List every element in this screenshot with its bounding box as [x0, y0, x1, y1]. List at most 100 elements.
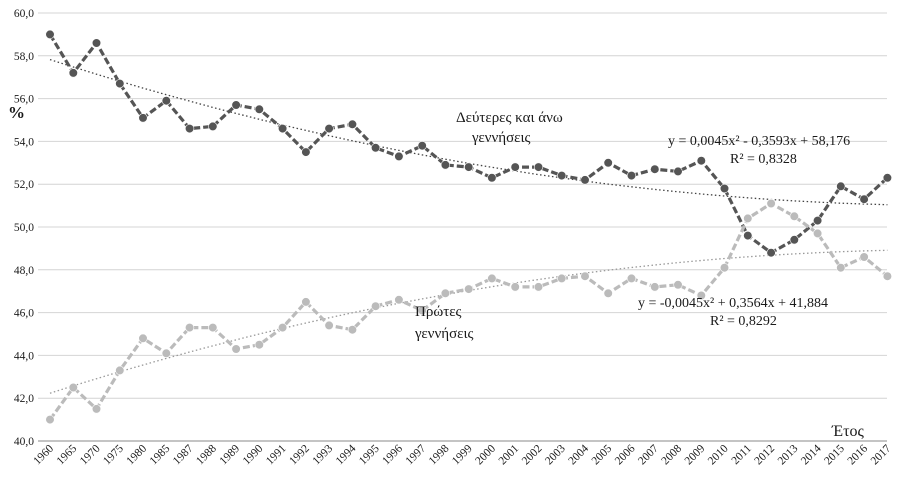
data-point-first-births	[254, 340, 264, 350]
x-tick-label: 2013	[776, 442, 801, 467]
data-point-second-births	[91, 38, 102, 48]
x-tick-label: 2007	[636, 442, 661, 467]
x-tick-label: 2012	[752, 442, 777, 467]
data-point-first-births	[533, 282, 544, 292]
data-point-first-births	[882, 271, 893, 281]
data-point-first-births	[859, 252, 869, 262]
data-point-second-births	[487, 173, 497, 183]
data-point-second-births	[882, 173, 893, 183]
data-point-first-births	[464, 284, 474, 294]
data-point-first-births	[324, 320, 334, 331]
data-point-second-births	[394, 151, 404, 161]
data-point-second-births	[254, 104, 264, 114]
y-tick-label: 52,0	[14, 179, 34, 191]
data-point-second-births	[766, 248, 776, 258]
data-point-second-births	[719, 183, 730, 194]
y-tick-label: 44,0	[14, 350, 34, 362]
data-point-first-births	[440, 288, 451, 298]
data-point-first-births	[91, 404, 102, 414]
data-point-first-births	[138, 333, 148, 343]
x-tick-label: 1997	[404, 442, 429, 467]
x-tick-label: 1987	[171, 442, 196, 467]
data-point-second-births	[278, 124, 288, 134]
x-tick-label: 2001	[497, 442, 522, 467]
x-tick-label: 1988	[194, 442, 219, 467]
data-point-second-births	[696, 156, 706, 166]
x-tick-label: 2016	[845, 442, 870, 467]
x-tick-label: 2011	[729, 442, 754, 467]
x-tick-label: 1990	[241, 442, 266, 467]
data-point-first-births	[278, 323, 288, 333]
data-point-first-births	[766, 198, 776, 209]
data-point-first-births	[626, 273, 637, 284]
annotation-second-births-line2: γεννήσεις	[471, 130, 531, 146]
data-point-second-births	[557, 171, 567, 181]
x-tick-label: 2000	[473, 442, 498, 467]
data-point-first-births	[743, 213, 753, 223]
data-point-first-births	[45, 415, 55, 425]
x-tick-label: 1970	[78, 442, 103, 467]
data-point-first-births	[301, 297, 311, 307]
data-point-second-births	[417, 141, 427, 151]
data-point-second-births	[440, 160, 451, 170]
data-point-second-births	[68, 68, 78, 78]
x-tick-label: 1995	[357, 442, 382, 467]
x-tick-label: 1996	[380, 442, 405, 467]
data-point-first-births	[719, 263, 730, 273]
x-tick-label: 2004	[566, 442, 591, 467]
series-line-first-births	[48, 201, 889, 421]
x-tick-label: 1965	[55, 442, 80, 467]
data-point-second-births	[859, 194, 869, 204]
y-tick-label: 46,0	[14, 308, 34, 320]
data-point-second-births	[347, 119, 358, 129]
x-tick-label: 1985	[148, 442, 173, 467]
x-tick-label: 1999	[450, 442, 475, 467]
data-point-second-births	[161, 96, 171, 106]
data-point-second-births	[510, 162, 520, 172]
data-point-first-births	[347, 325, 358, 335]
y-axis-ticks: 40,0 42,0 44,0 46,0 48,0 50,0 52,0 54,0 56,0 58,0…	[14, 8, 34, 448]
data-point-first-births	[789, 211, 799, 221]
trendline-second-births	[49, 58, 888, 206]
x-tick-label: 1960	[31, 442, 56, 467]
annotation-second-births-line1: Δεύτερες και άνω	[456, 110, 563, 126]
data-point-first-births	[557, 273, 567, 284]
data-point-second-births	[603, 158, 613, 168]
x-tick-label: 1991	[264, 442, 289, 467]
data-point-first-births	[417, 305, 427, 316]
data-point-second-births	[231, 100, 241, 110]
data-point-second-births	[626, 171, 637, 181]
trend-r2-second: R² = 0,8328	[730, 152, 797, 167]
y-tick-label: 48,0	[14, 265, 34, 277]
x-tick-label: 2002	[520, 442, 545, 467]
data-point-second-births	[812, 216, 823, 226]
data-point-first-births	[185, 323, 195, 333]
data-point-second-births	[45, 29, 55, 40]
y-tick-label: 56,0	[14, 94, 34, 106]
y-tick-label: 58,0	[14, 51, 34, 63]
data-point-first-births	[673, 280, 683, 290]
data-point-second-births	[115, 78, 125, 89]
data-point-first-births	[115, 365, 125, 376]
data-point-second-births	[138, 113, 148, 123]
y-tick-label: 40,0	[14, 436, 34, 448]
data-point-first-births	[812, 228, 823, 238]
x-tick-label: 2005	[590, 442, 615, 467]
data-point-second-births	[836, 181, 846, 191]
data-point-second-births	[464, 162, 474, 172]
y-tick-label: 42,0	[14, 393, 34, 405]
data-point-second-births	[650, 164, 660, 174]
data-point-second-births	[743, 231, 753, 241]
annotation-first-births-line1: Πρώτες	[415, 304, 462, 320]
data-point-first-births	[394, 295, 404, 305]
x-tick-label: 1989	[217, 442, 242, 467]
x-tick-label: 2006	[613, 442, 638, 467]
x-tick-label: 2015	[822, 442, 847, 467]
data-point-first-births	[650, 282, 660, 292]
data-point-first-births	[836, 263, 846, 273]
data-point-second-births	[789, 235, 799, 245]
x-tick-label: 1980	[124, 442, 149, 467]
data-point-first-births	[371, 301, 381, 311]
x-tick-label: 1994	[334, 442, 359, 467]
